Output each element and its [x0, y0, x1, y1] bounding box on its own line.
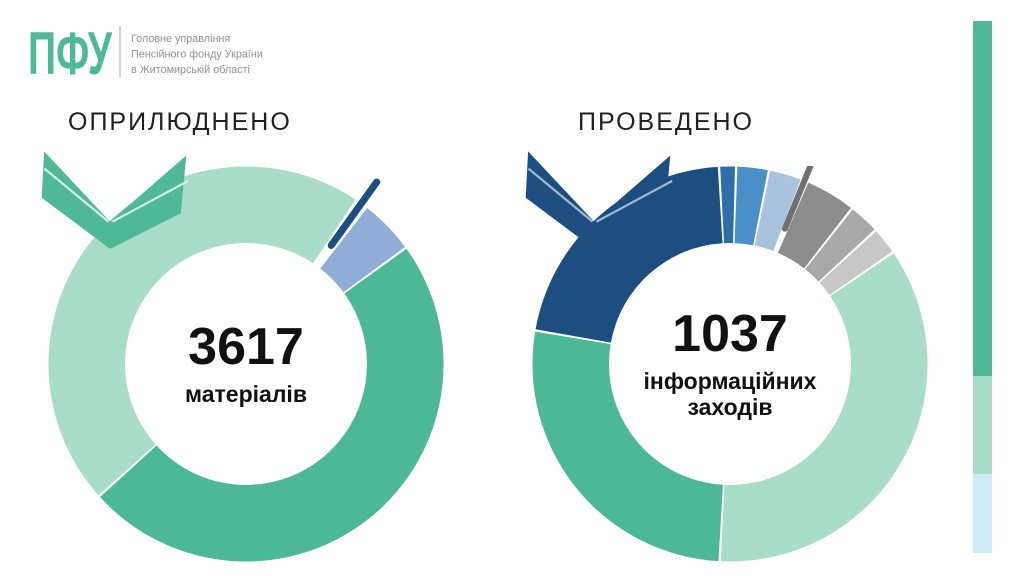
svg-text:Пенсійного фонду України: Пенсійного фонду України — [131, 49, 263, 61]
svg-text:в Житомирській області: в Житомирській області — [131, 64, 250, 76]
svg-text:ПФУ: ПФУ — [28, 20, 112, 87]
svg-text:Головне управління: Головне управління — [131, 33, 230, 45]
